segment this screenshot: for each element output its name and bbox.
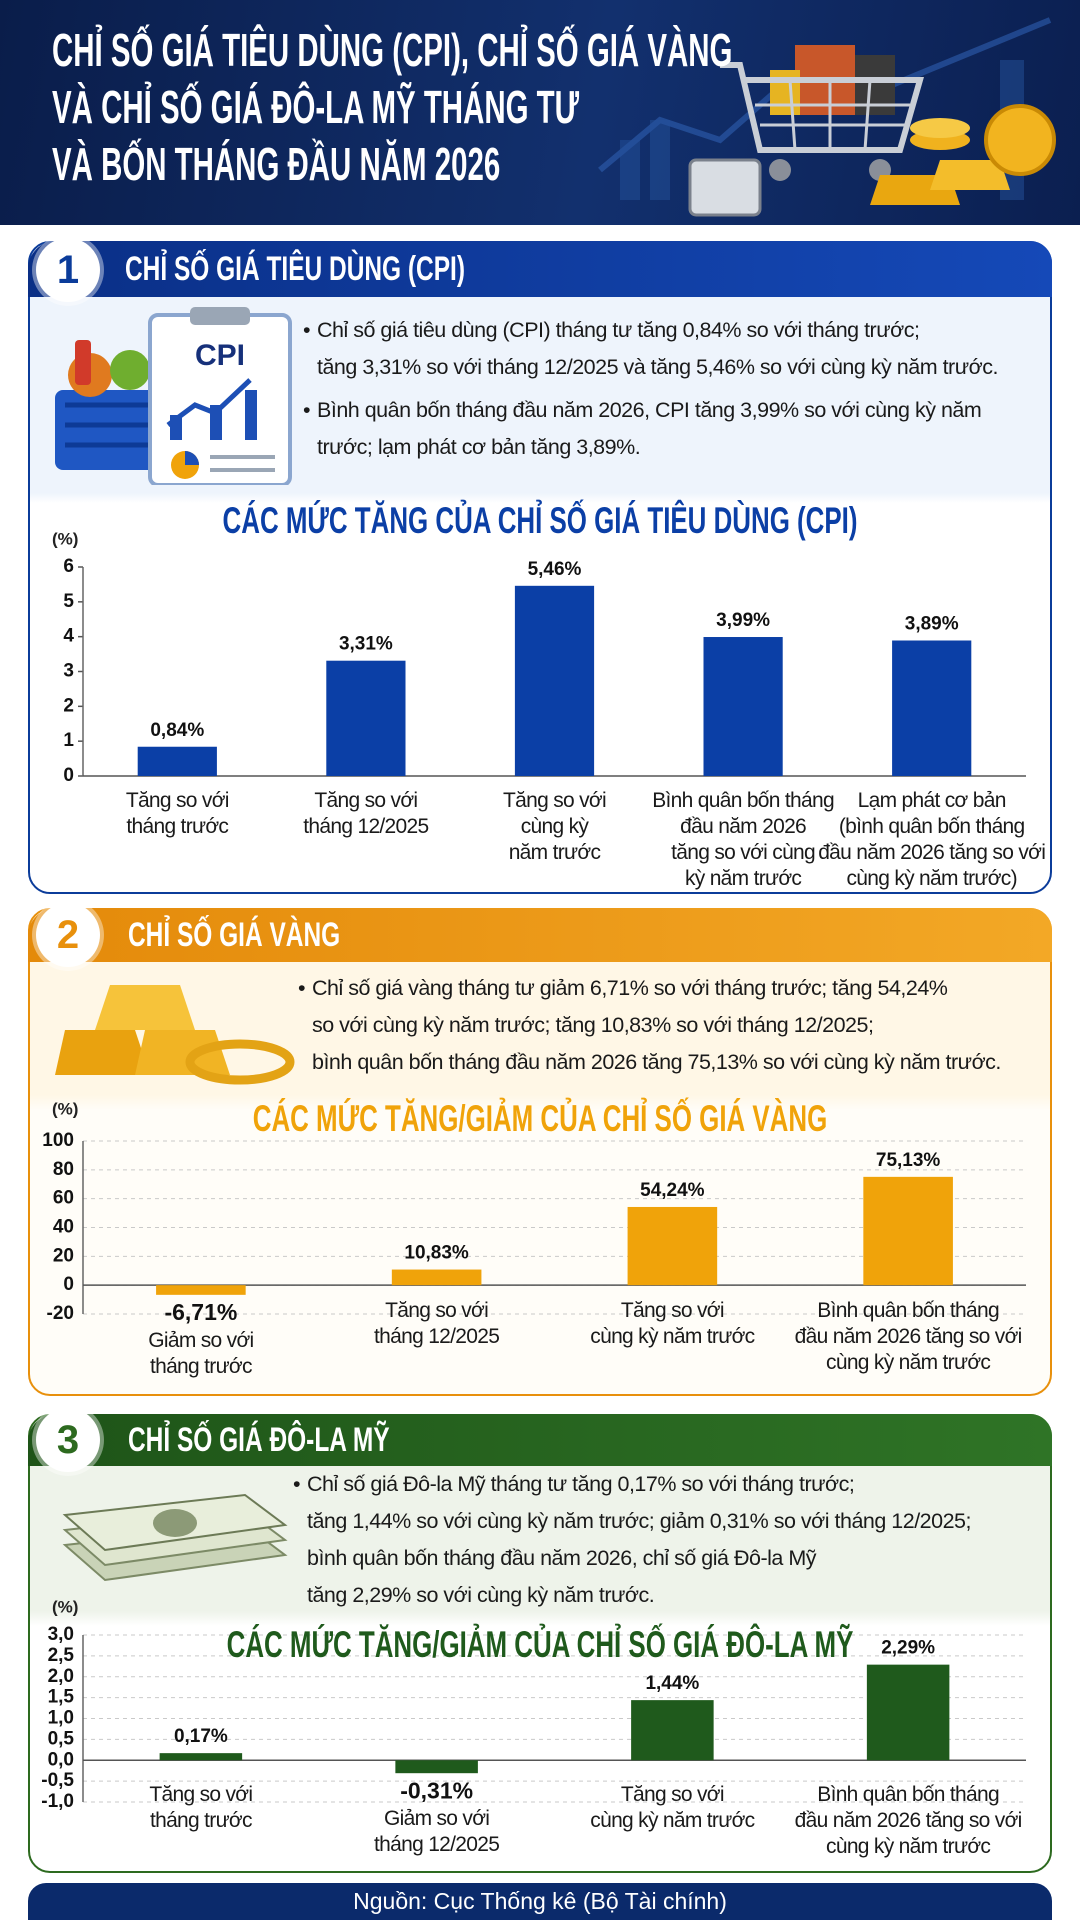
dollar-coin — [984, 104, 1056, 176]
bullet-list: Chỉ số giá tiêu dùng (CPI) tháng tư tăng… — [303, 312, 1050, 472]
icon-chart-bar — [210, 405, 222, 440]
calculator — [688, 158, 762, 217]
section-heading: CHỈ SỐ GIÁ VÀNG — [128, 916, 341, 954]
section-number: 1 — [36, 238, 100, 302]
bullet: Chỉ số giá tiêu dùng (CPI) tháng tư tăng… — [303, 312, 1050, 386]
gold-ring — [185, 1039, 295, 1085]
icon-label: CPI — [195, 339, 245, 372]
bill-portrait — [153, 1509, 197, 1537]
wheel — [769, 159, 791, 181]
x-tick-label: Bình quân bốn tháng đầu năm 2026 tăng so… — [652, 789, 834, 890]
chart-title: CÁC MỨC TĂNG/GIẢM CỦA CHỈ SỐ GIÁ ĐÔ-LA M… — [226, 1624, 854, 1665]
icon-pie-slice — [185, 451, 199, 465]
cpi-icon: CPI — [55, 307, 292, 485]
section-number: 2 — [36, 903, 100, 967]
gold-icon — [55, 985, 295, 1085]
section-header — [28, 908, 1052, 962]
x-tick-label: Tăng so với tháng 12/2025 — [303, 789, 429, 838]
x-tick-label: Giảm so với tháng 12/2025 — [374, 1807, 500, 1857]
x-tick-label: Bình quân bốn tháng đầu năm 2026 tăng so… — [794, 1783, 1023, 1858]
icon-chart-bar — [245, 390, 257, 440]
section-number: 3 — [36, 1408, 100, 1472]
icon-lines — [210, 455, 275, 472]
deco-bar — [620, 140, 640, 200]
page-title: CHỈ SỐ GIÁ TIÊU DÙNG (CPI), CHỈ SỐ GIÁ V… — [52, 24, 733, 190]
deco-bar — [650, 120, 670, 200]
bullet-list: Chỉ số giá Đô-la Mỹ tháng tư tăng 0,17% … — [293, 1466, 1050, 1620]
source: Nguồn: Cục Thống kê (Bộ Tài chính) — [28, 1883, 1052, 1920]
gold-bar — [930, 160, 1010, 190]
x-tick-label: Tăng so với cùng kỳ năm trước — [590, 1783, 755, 1832]
produce — [110, 350, 150, 390]
chart-title: CÁC MỨC TĂNG/GIẢM CỦA CHỈ SỐ GIÁ VÀNG — [252, 1098, 828, 1139]
bullet: Chỉ số giá vàng tháng tư giảm 6,71% so v… — [298, 970, 1050, 1081]
x-tick-label: Tăng so với tháng trước — [125, 789, 230, 838]
x-tick-label: Lạm phát cơ bản (bình quân bốn tháng đầu… — [818, 789, 1046, 890]
icon-chart-bar — [170, 415, 182, 440]
bullet-list: Chỉ số giá vàng tháng tư giảm 6,71% so v… — [298, 970, 1050, 1087]
bullet: Bình quân bốn tháng đầu năm 2026, CPI tă… — [303, 392, 1050, 466]
header: CHỈ SỐ GIÁ TIÊU DÙNG (CPI), CHỈ SỐ GIÁ V… — [0, 0, 1080, 225]
chart-title: CÁC MỨC TĂNG CỦA CHỈ SỐ GIÁ TIÊU DÙNG (C… — [222, 500, 858, 541]
section-heading: CHỈ SỐ GIÁ TIÊU DÙNG (CPI) — [125, 250, 466, 288]
clip — [190, 307, 250, 325]
gold-bar — [135, 1030, 230, 1075]
usd-icon — [62, 1493, 288, 1582]
x-tick-label: Tăng so với cùng kỳ năm trước — [503, 789, 607, 864]
x-tick-label: Tăng so với tháng trước — [149, 1783, 253, 1832]
cart-grid — [755, 79, 910, 151]
gold-bar — [95, 985, 195, 1030]
x-tick-label: Giảm so với tháng trước — [148, 1328, 254, 1378]
header-decoration — [598, 17, 1056, 217]
x-tick-label: Tăng so với cùng kỳ năm trước — [590, 1299, 755, 1348]
bullet: Chỉ số giá Đô-la Mỹ tháng tư tăng 0,17% … — [293, 1466, 1050, 1614]
coin — [910, 118, 970, 138]
section-header — [28, 241, 1052, 297]
section-heading: CHỈ SỐ GIÁ ĐÔ-LA MỸ — [128, 1421, 390, 1459]
x-tick-label: Bình quân bốn tháng đầu năm 2026 tăng so… — [794, 1299, 1023, 1374]
section-header — [28, 1414, 1052, 1466]
gold-bar — [55, 1030, 150, 1075]
produce — [75, 340, 91, 385]
x-tick-label: Tăng so với tháng 12/2025 — [374, 1299, 500, 1348]
